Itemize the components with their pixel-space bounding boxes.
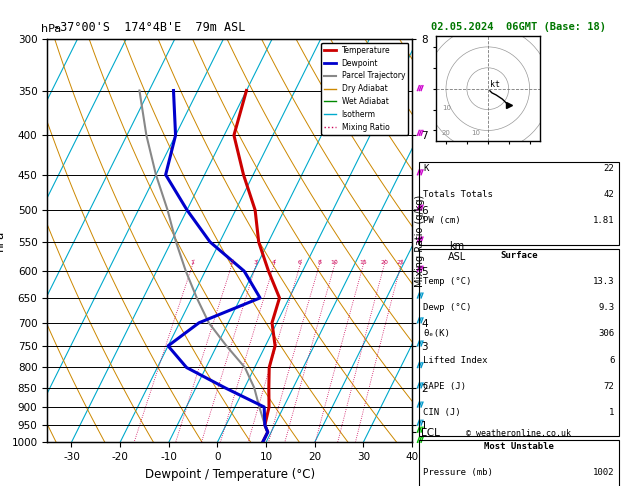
Text: hPa: hPa: [41, 24, 61, 34]
Text: 9.3: 9.3: [598, 303, 615, 312]
Text: 10: 10: [442, 104, 451, 111]
Text: CIN (J): CIN (J): [423, 408, 461, 417]
Text: Most Unstable: Most Unstable: [484, 442, 554, 451]
Text: Dewp (°C): Dewp (°C): [423, 303, 472, 312]
Text: 3: 3: [254, 260, 258, 265]
X-axis label: Dewpoint / Temperature (°C): Dewpoint / Temperature (°C): [145, 468, 314, 481]
Text: 10: 10: [331, 260, 338, 265]
Bar: [420, 249, 618, 436]
Y-axis label: km
ASL: km ASL: [447, 241, 465, 262]
Text: 1: 1: [609, 408, 615, 417]
Text: 1: 1: [191, 260, 194, 265]
Text: kt: kt: [490, 80, 500, 88]
Text: 1.81: 1.81: [593, 216, 615, 226]
Text: 1002: 1002: [593, 469, 615, 477]
Text: 02.05.2024  06GMT (Base: 18): 02.05.2024 06GMT (Base: 18): [431, 21, 606, 32]
Text: 13.3: 13.3: [593, 277, 615, 286]
Text: 306: 306: [598, 330, 615, 338]
Text: PW (cm): PW (cm): [423, 216, 461, 226]
Text: Pressure (mb): Pressure (mb): [423, 469, 493, 477]
Text: © weatheronline.co.uk: © weatheronline.co.uk: [467, 429, 571, 438]
Text: 20: 20: [442, 130, 451, 136]
Text: 22: 22: [604, 164, 615, 173]
Text: 10: 10: [471, 130, 480, 136]
Text: K: K: [423, 164, 429, 173]
Text: 72: 72: [604, 382, 615, 391]
Text: 25: 25: [397, 260, 404, 265]
Text: Lifted Index: Lifted Index: [423, 356, 488, 364]
Text: Totals Totals: Totals Totals: [423, 190, 493, 199]
Bar: [420, 440, 618, 486]
Text: 2: 2: [230, 260, 233, 265]
Bar: [420, 162, 618, 244]
Text: 8: 8: [317, 260, 321, 265]
Text: Temp (°C): Temp (°C): [423, 277, 472, 286]
Text: 42: 42: [604, 190, 615, 199]
Text: θₑ(K): θₑ(K): [423, 330, 450, 338]
Text: -37°00'S  174°4B'E  79m ASL: -37°00'S 174°4B'E 79m ASL: [53, 21, 246, 34]
Text: Mixing Ratio (g/kg): Mixing Ratio (g/kg): [415, 194, 425, 287]
Text: 6: 6: [298, 260, 302, 265]
Text: CAPE (J): CAPE (J): [423, 382, 467, 391]
Text: 6: 6: [609, 356, 615, 364]
Y-axis label: hPa: hPa: [0, 230, 6, 251]
Text: 4: 4: [272, 260, 276, 265]
Legend: Temperature, Dewpoint, Parcel Trajectory, Dry Adiabat, Wet Adiabat, Isotherm, Mi: Temperature, Dewpoint, Parcel Trajectory…: [321, 43, 408, 135]
Text: 20: 20: [380, 260, 388, 265]
Text: 15: 15: [359, 260, 367, 265]
Text: Surface: Surface: [500, 251, 538, 260]
